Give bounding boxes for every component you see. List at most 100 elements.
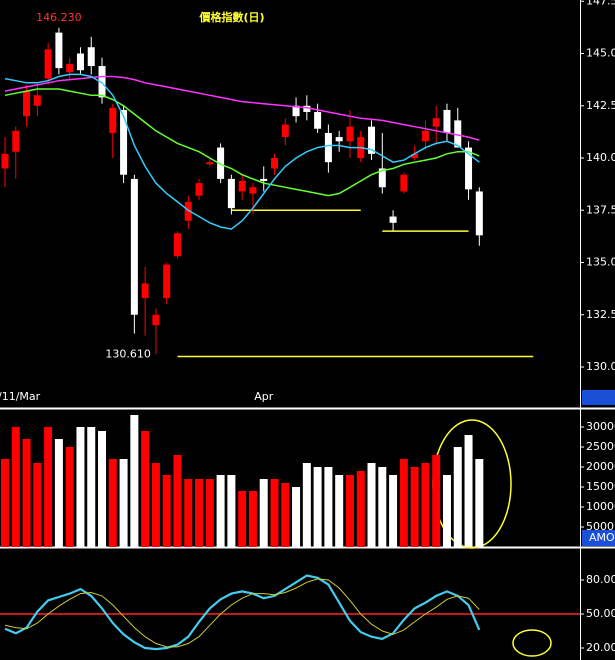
- y-tick-label: 30000: [586, 420, 615, 433]
- volume-bar: [292, 487, 301, 547]
- y-tick-label: 145.00: [586, 47, 615, 60]
- y-tick-label: 80.00: [586, 573, 615, 586]
- volume-bar: [259, 479, 268, 547]
- candle-body: [120, 109, 128, 175]
- y-tick-label: 20000: [586, 460, 615, 473]
- volume-bar: [356, 471, 365, 547]
- volume-bar: [464, 435, 473, 547]
- volume-bar: [453, 447, 462, 547]
- candle-body: [173, 233, 181, 257]
- candle-body: [55, 32, 63, 69]
- y-tick-label: 130.00: [586, 360, 615, 373]
- annotation: 130.610: [105, 347, 151, 360]
- candle-body: [130, 178, 138, 315]
- y-tick-label: 142.50: [586, 99, 615, 112]
- volume-bar: [33, 463, 42, 547]
- candle-body: [109, 107, 117, 133]
- y-tick-label: 20.00: [586, 641, 615, 654]
- candle-body: [368, 126, 376, 154]
- candle-body: [400, 174, 408, 192]
- volume-bar: [98, 431, 107, 547]
- candle-body: [227, 178, 235, 209]
- volume-bar: [389, 475, 398, 547]
- y-tick-label: 10000: [586, 500, 615, 513]
- candle-body: [260, 178, 268, 181]
- highlight-circle: [512, 629, 552, 657]
- volume-bar: [108, 459, 117, 547]
- y-tick-label: 5000: [586, 520, 614, 533]
- chart-title: 價格指數(日): [198, 10, 264, 24]
- candle-body: [421, 130, 429, 142]
- candle-body: [314, 112, 322, 129]
- candle-body: [23, 91, 31, 117]
- candle-body: [44, 49, 52, 79]
- candle-body: [152, 314, 160, 326]
- candle-body: [206, 162, 214, 165]
- candle-body: [378, 168, 386, 188]
- volume-bar: [302, 463, 311, 547]
- y-tick-label: 132.50: [586, 308, 615, 321]
- candle-body: [335, 137, 343, 142]
- candle-body: [238, 180, 246, 192]
- volume-bar: [475, 459, 484, 547]
- candle-body: [281, 124, 289, 138]
- candle-body: [249, 187, 257, 194]
- line-series: [4, 73, 480, 230]
- x-tick-label: Apr: [254, 390, 274, 403]
- candle-body: [346, 126, 354, 142]
- volume-bar: [216, 475, 225, 547]
- volume-bar: [173, 455, 182, 547]
- volume-bar: [119, 459, 128, 547]
- line-series: [4, 578, 480, 648]
- candle-body: [217, 147, 225, 179]
- volume-bar: [248, 491, 257, 547]
- line-series: [4, 88, 480, 197]
- candle-body: [292, 105, 300, 117]
- candle-body: [87, 47, 95, 67]
- volume-bar: [324, 467, 333, 547]
- volume-bar: [345, 475, 354, 547]
- candle-body: [432, 118, 440, 127]
- volume-bar: [410, 467, 419, 547]
- annotation: 146.230: [36, 11, 82, 24]
- candle-body: [195, 183, 203, 196]
- volume-bar: [442, 475, 451, 547]
- volume-bar: [141, 431, 150, 547]
- axis-badge: [582, 530, 615, 546]
- volume-bar: [151, 463, 160, 547]
- volume-bar: [238, 491, 247, 547]
- candle-body: [303, 105, 311, 113]
- candle-body: [475, 191, 483, 236]
- y-tick-label: 137.50: [586, 203, 615, 216]
- volume-bar: [1, 459, 9, 547]
- legend: AMO: [589, 531, 615, 544]
- volume-bar: [54, 439, 63, 547]
- candle-body: [141, 283, 149, 299]
- candle-body: [411, 153, 419, 159]
- volume-bar: [335, 475, 344, 547]
- line-series: [4, 75, 480, 141]
- candle-body: [454, 120, 462, 148]
- candle-body: [33, 95, 41, 106]
- candle-body: [163, 264, 171, 299]
- volume-bar: [22, 439, 31, 547]
- volume-bar: [205, 479, 214, 547]
- volume-bar: [270, 479, 279, 547]
- candle-body: [76, 53, 84, 71]
- y-tick-label: 147.50: [586, 0, 615, 7]
- volume-bar: [367, 463, 376, 547]
- candle-body: [324, 132, 332, 163]
- y-tick-label: 15000: [586, 480, 615, 493]
- line-series: [4, 574, 481, 651]
- candle-body: [443, 109, 451, 133]
- volume-bar: [195, 479, 204, 547]
- volume-bar: [378, 467, 387, 547]
- volume-bar: [227, 475, 236, 547]
- volume-bar: [162, 475, 171, 547]
- volume-bar: [399, 459, 408, 547]
- candle-body: [98, 66, 106, 98]
- candle-body: [12, 130, 20, 152]
- x-tick-label: /11/Mar: [0, 390, 41, 403]
